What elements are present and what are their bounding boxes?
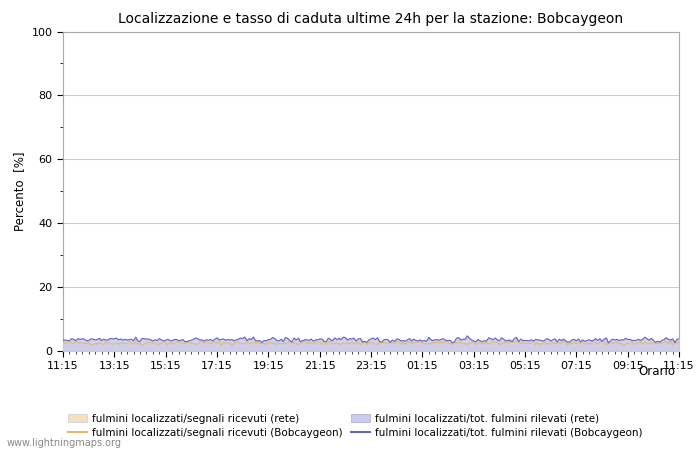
- Text: Orario: Orario: [638, 365, 675, 378]
- Y-axis label: Percento  [%]: Percento [%]: [13, 152, 26, 231]
- Title: Localizzazione e tasso di caduta ultime 24h per la stazione: Bobcaygeon: Localizzazione e tasso di caduta ultime …: [118, 12, 624, 26]
- Text: www.lightningmaps.org: www.lightningmaps.org: [7, 438, 122, 448]
- Legend: fulmini localizzati/segnali ricevuti (rete), fulmini localizzati/segnali ricevut: fulmini localizzati/segnali ricevuti (re…: [68, 414, 643, 438]
